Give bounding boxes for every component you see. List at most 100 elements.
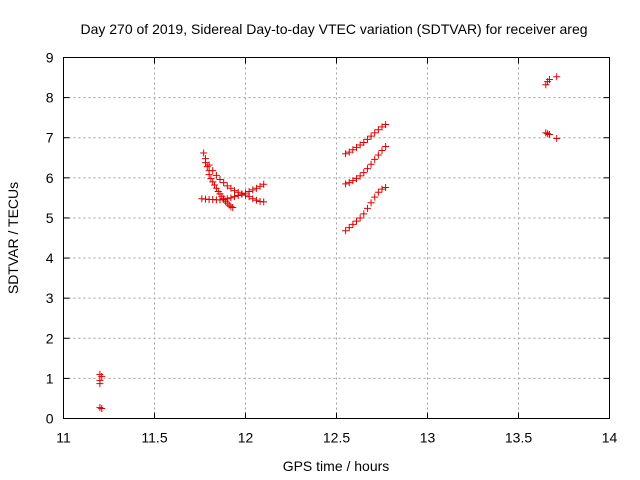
data-point	[211, 181, 219, 189]
data-point	[96, 380, 104, 388]
x-tick-label: 13	[420, 430, 436, 446]
data-point	[209, 167, 217, 175]
data-points	[96, 73, 561, 412]
data-point	[234, 191, 242, 199]
data-point	[349, 177, 357, 185]
series-cluster-11.2	[96, 370, 106, 412]
y-tick-label: 0	[46, 411, 54, 427]
series-line-middle	[342, 143, 390, 188]
data-point	[201, 159, 209, 167]
data-point	[249, 195, 257, 203]
data-point	[223, 195, 231, 203]
data-point	[200, 149, 208, 157]
data-point	[349, 146, 357, 154]
data-point	[367, 132, 375, 140]
data-point	[342, 227, 350, 235]
data-point	[363, 165, 371, 173]
data-point	[353, 143, 361, 151]
data-point	[252, 196, 260, 204]
data-point	[205, 171, 213, 179]
data-point	[345, 179, 353, 187]
data-point	[356, 141, 364, 149]
y-tick-label: 1	[46, 370, 54, 386]
series-line-lower	[342, 183, 390, 235]
data-point	[553, 135, 561, 143]
series-flat-rising	[198, 180, 268, 204]
x-tick-label: 11.5	[141, 430, 167, 446]
data-point	[367, 199, 375, 207]
data-point	[96, 404, 104, 412]
data-point	[367, 160, 375, 168]
data-point	[249, 186, 257, 194]
data-point	[207, 175, 215, 183]
series-arc-falling	[200, 149, 237, 212]
data-point	[245, 187, 253, 195]
data-point	[360, 139, 368, 147]
data-point	[252, 184, 260, 192]
data-point	[212, 171, 220, 179]
x-tick-label: 13.5	[505, 430, 532, 446]
data-point	[371, 129, 379, 137]
data-point	[371, 155, 379, 163]
data-point	[98, 372, 106, 380]
y-tick-label: 5	[46, 210, 54, 226]
data-point	[342, 180, 350, 188]
x-tick-label: 11	[56, 430, 71, 446]
data-point	[256, 182, 264, 190]
data-point	[360, 210, 368, 218]
y-axis-label: SDTVAR / TECUs	[5, 182, 21, 294]
data-point	[345, 148, 353, 156]
data-point	[553, 73, 561, 81]
x-tick-label: 12	[238, 430, 254, 446]
data-point	[227, 194, 235, 202]
y-tick-label: 3	[46, 290, 54, 306]
data-point	[203, 163, 211, 171]
data-point	[242, 189, 249, 197]
data-point	[209, 178, 217, 186]
data-point	[205, 161, 213, 169]
grid-lines	[63, 57, 610, 419]
data-point	[382, 120, 390, 128]
y-tick-label: 4	[46, 250, 54, 266]
data-point	[378, 185, 386, 193]
data-point	[227, 203, 235, 211]
data-point	[374, 188, 382, 196]
data-point	[345, 224, 353, 232]
x-tick-label: 12.5	[323, 430, 350, 446]
data-point	[98, 404, 106, 412]
data-point	[545, 76, 553, 84]
x-tick-label: 14	[602, 430, 618, 446]
data-point	[378, 123, 386, 131]
data-point	[542, 81, 550, 89]
data-point	[220, 179, 228, 187]
data-point	[225, 201, 233, 209]
data-point	[360, 169, 368, 177]
data-point	[363, 135, 371, 143]
data-point	[544, 130, 552, 138]
data-point	[542, 129, 550, 137]
y-tick-label: 9	[46, 50, 54, 66]
data-point	[227, 184, 235, 192]
data-point	[231, 187, 239, 195]
data-point	[223, 182, 231, 190]
data-point	[382, 143, 390, 151]
y-tick-label: 7	[46, 130, 54, 146]
data-point	[353, 175, 361, 183]
data-point	[371, 193, 379, 201]
data-point	[545, 131, 553, 139]
data-point	[229, 204, 237, 212]
data-point	[378, 147, 386, 155]
data-point	[238, 190, 246, 198]
data-point	[349, 220, 357, 228]
series-cluster-13.65	[542, 73, 561, 143]
data-point	[374, 126, 382, 134]
data-point	[356, 172, 364, 180]
series-line-upper	[342, 120, 390, 158]
data-point	[356, 214, 364, 222]
data-point	[212, 184, 220, 192]
data-point	[216, 175, 224, 183]
x-axis-label: GPS time / hours	[283, 458, 390, 474]
y-tick-label: 2	[46, 330, 54, 346]
